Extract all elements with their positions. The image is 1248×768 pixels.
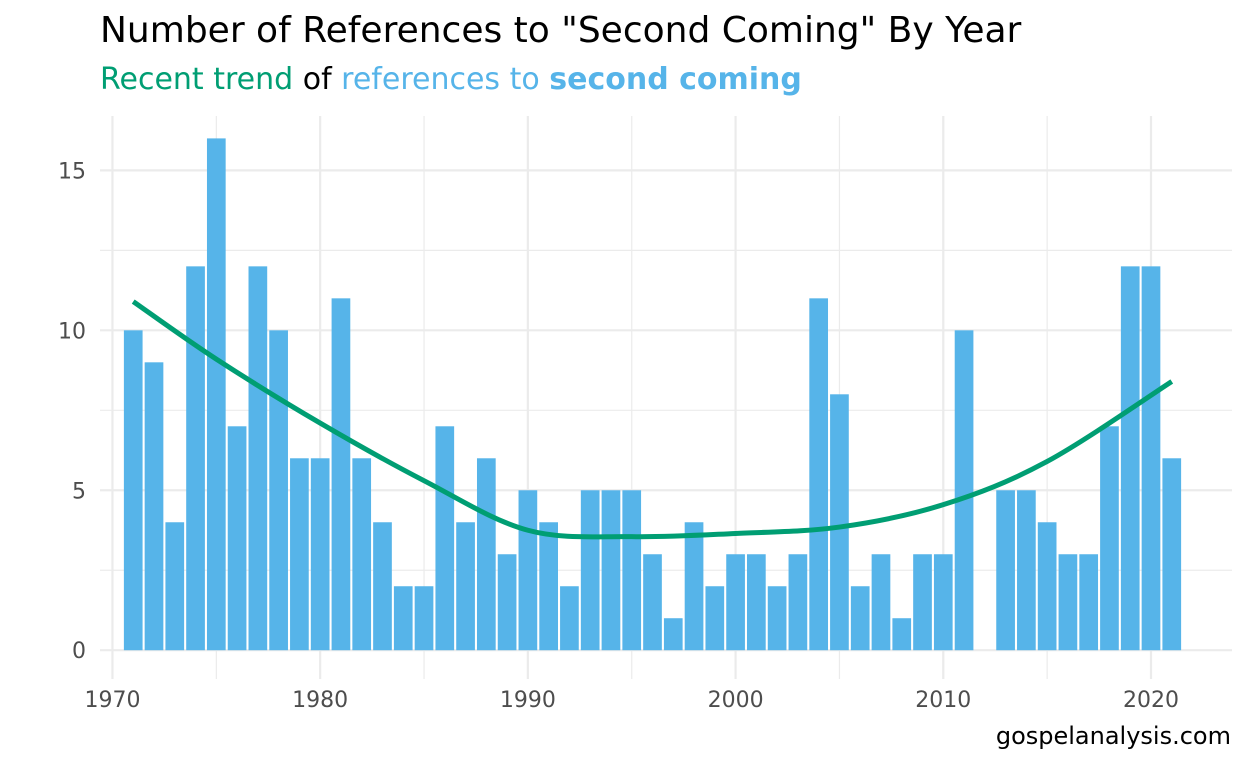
y-tick-label: 15 — [58, 159, 86, 184]
x-tick-label: 2010 — [915, 688, 971, 713]
bar-1981 — [331, 298, 351, 651]
bar-2006 — [850, 586, 870, 651]
bar-2019 — [1120, 266, 1140, 651]
bar-2002 — [767, 586, 787, 651]
bar-1977 — [248, 266, 268, 651]
bar-1978 — [269, 330, 288, 651]
bar-2020 — [1141, 266, 1161, 651]
subtitle-of-text: of — [293, 62, 342, 97]
subtitle-trend-text: Recent trend — [100, 62, 294, 97]
x-tick-label: 2000 — [708, 688, 764, 713]
source-caption: gospelanalysis.com — [995, 722, 1231, 750]
bar-2014 — [1017, 490, 1036, 651]
bar-1995 — [622, 490, 642, 651]
bar-1996 — [643, 554, 662, 651]
bar-1979 — [290, 458, 309, 651]
x-tick-label: 1990 — [500, 688, 556, 713]
axis-tick-labels: 1970 1980 1990 2000 2010 2020 0 5 10 15 — [58, 159, 1179, 713]
bar-1988 — [476, 458, 496, 651]
bar-1991 — [539, 522, 558, 651]
x-tick-label: 1980 — [292, 688, 348, 713]
bar-1990 — [518, 490, 538, 651]
bar-2011 — [954, 330, 974, 651]
bar-2001 — [747, 554, 766, 651]
y-tick-label: 10 — [58, 319, 86, 344]
bar-2008 — [892, 618, 912, 651]
bar-2007 — [871, 554, 891, 651]
bar-1971 — [123, 330, 143, 651]
bar-1973 — [165, 522, 185, 651]
bar-1986 — [435, 426, 455, 651]
bar-2017 — [1079, 554, 1099, 651]
bar-2021 — [1162, 458, 1182, 651]
bar-2013 — [996, 490, 1015, 651]
bar-2010 — [933, 554, 953, 651]
trend-line-group — [131, 299, 1174, 540]
bar-1997 — [663, 618, 683, 651]
bar-1980 — [310, 458, 330, 651]
bar-1987 — [456, 522, 475, 651]
bar-2003 — [788, 554, 808, 651]
subtitle-second-coming-text: second coming — [549, 62, 802, 97]
y-tick-label: 0 — [72, 639, 86, 664]
bar-2004 — [809, 298, 829, 651]
bar-2018 — [1100, 426, 1119, 651]
bar-2009 — [913, 554, 932, 651]
bar-1972 — [144, 362, 164, 651]
bar-1974 — [186, 266, 205, 651]
bar-1984 — [393, 586, 413, 651]
bar-1999 — [705, 586, 725, 651]
trend-line — [131, 299, 1174, 540]
bars — [123, 138, 1182, 651]
bar-1989 — [497, 554, 517, 651]
bar-2015 — [1037, 522, 1057, 651]
bar-1982 — [352, 458, 372, 651]
y-tick-label: 5 — [72, 479, 86, 504]
bar-1975 — [206, 138, 226, 651]
subtitle-references-text: references to — [341, 62, 550, 97]
bar-1994 — [601, 490, 621, 651]
bar-1983 — [373, 522, 392, 651]
bar-2005 — [830, 394, 849, 651]
x-tick-label: 1970 — [84, 688, 140, 713]
bar-1985 — [414, 586, 434, 651]
bar-2016 — [1058, 554, 1078, 651]
x-tick-label: 2020 — [1123, 688, 1179, 713]
bar-2000 — [726, 554, 745, 651]
bar-1998 — [684, 522, 704, 651]
bar-1993 — [580, 490, 600, 651]
bar-1992 — [560, 586, 579, 651]
bar-1976 — [227, 426, 247, 651]
chart-subtitle: Recent trend of references to second com… — [100, 62, 802, 97]
chart-title: Number of References to "Second Coming" … — [100, 10, 1022, 51]
